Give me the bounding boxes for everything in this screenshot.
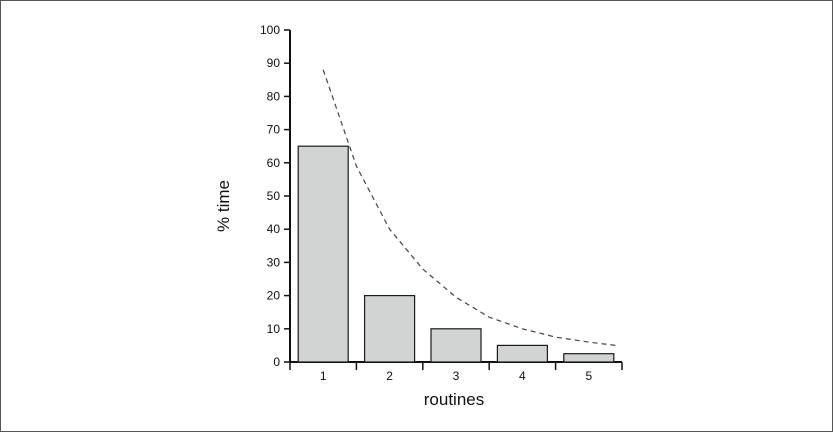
y-tick-label: 80 <box>267 89 281 103</box>
y-tick-label: 70 <box>267 123 281 137</box>
bar <box>297 145 349 363</box>
x-tick-label: 5 <box>585 369 592 383</box>
bar <box>364 295 416 363</box>
y-tick-label: 20 <box>267 289 281 303</box>
x-tick-label: 2 <box>386 369 393 383</box>
y-tick-label: 50 <box>267 189 281 203</box>
y-tick-label: 90 <box>267 56 281 70</box>
bar <box>430 328 482 363</box>
y-tick-label: 100 <box>260 23 280 37</box>
y-tick-label: 0 <box>273 355 280 369</box>
bars <box>297 145 615 363</box>
x-axis: 1 2 3 4 5 <box>289 361 623 383</box>
y-tick-label: 10 <box>267 322 281 336</box>
x-tick-label: 4 <box>519 369 526 383</box>
y-tick-label: 40 <box>267 222 281 236</box>
bar <box>563 353 615 363</box>
x-axis-title: routines <box>424 390 484 409</box>
y-tick-label: 60 <box>267 156 281 170</box>
x-tick-label: 1 <box>320 369 327 383</box>
trend-curve <box>322 69 616 346</box>
y-tick-label: 30 <box>267 255 281 269</box>
x-tick-label: 3 <box>453 369 460 383</box>
bar <box>496 344 548 363</box>
y-axis-title: % time <box>214 180 233 232</box>
y-axis: 0 10 20 30 40 50 60 70 80 90 100 <box>260 23 291 369</box>
